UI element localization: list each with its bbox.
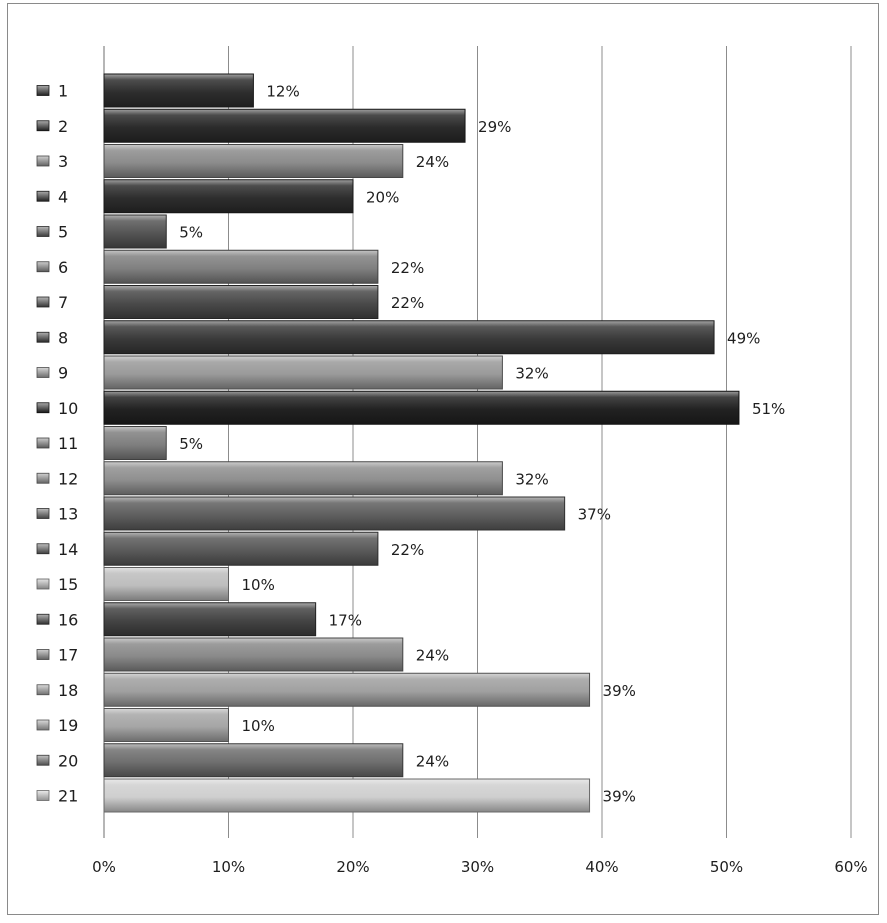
- value-label-8: 49%: [727, 329, 760, 347]
- bar-9: [103, 355, 503, 390]
- value-label-15: 10%: [242, 576, 275, 594]
- bar-11: [103, 426, 167, 460]
- legend-label-6: 6: [58, 258, 68, 277]
- legend-swatch-4: [36, 190, 50, 202]
- legend-label-7: 7: [58, 293, 68, 312]
- value-label-16: 17%: [329, 611, 362, 629]
- bar-16: [103, 602, 317, 637]
- legend-label-5: 5: [58, 223, 68, 242]
- legend-label-1: 1: [58, 82, 68, 101]
- legend-swatch-9: [36, 367, 50, 378]
- bar-10: [103, 390, 740, 425]
- legend-label-20: 20: [58, 751, 78, 770]
- x-tick-label: 30%: [461, 858, 494, 876]
- bar-18: [103, 672, 591, 707]
- bar-4: [103, 179, 354, 214]
- value-label-3: 24%: [416, 153, 449, 171]
- legend-label-4: 4: [58, 187, 68, 206]
- bar-14: [103, 531, 379, 566]
- value-label-20: 24%: [416, 752, 449, 770]
- legend-swatch-17: [36, 649, 50, 660]
- bar-1: [103, 73, 254, 108]
- legend-label-2: 2: [58, 117, 68, 136]
- legend-label-12: 12: [58, 469, 78, 488]
- value-label-6: 22%: [391, 259, 424, 277]
- value-label-5: 5%: [179, 224, 203, 242]
- legend-swatch-11: [36, 437, 50, 449]
- x-tick-label: 50%: [710, 858, 743, 876]
- legend-label-11: 11: [58, 434, 78, 453]
- x-axis-ticks: 0% 10% 20% 30% 40% 50% 60%: [92, 858, 868, 876]
- bar-12: [103, 461, 503, 496]
- bar-13: [103, 496, 566, 531]
- legend-label-19: 19: [58, 716, 78, 735]
- bar-2: [103, 108, 466, 143]
- bar-21: [103, 778, 591, 813]
- bar-7: [103, 285, 379, 319]
- value-label-18: 39%: [603, 682, 636, 700]
- legend-swatch-14: [36, 543, 50, 555]
- x-tick-label: 20%: [336, 858, 369, 876]
- legend-label-3: 3: [58, 152, 68, 171]
- bar-19: [103, 708, 229, 742]
- legend-swatch-5: [36, 226, 50, 237]
- legend-label-8: 8: [58, 328, 68, 347]
- value-label-17: 24%: [416, 647, 449, 665]
- legend-swatch-16: [36, 613, 50, 625]
- bar-15: [103, 567, 229, 601]
- legend-label-15: 15: [58, 575, 78, 594]
- x-tick-label: 40%: [585, 858, 618, 876]
- legend-label-9: 9: [58, 364, 68, 383]
- bar-3: [103, 144, 404, 178]
- value-label-1: 12%: [266, 83, 299, 101]
- bar-5: [103, 214, 167, 249]
- legend-swatch-3: [36, 155, 50, 167]
- value-label-4: 20%: [366, 188, 399, 206]
- bar-17: [103, 637, 404, 672]
- bar-chart: 12%29%24%20%5%22%22%49%32%51%5%32%37%22%…: [36, 46, 868, 876]
- legend-swatch-12: [36, 472, 50, 484]
- legend-label-10: 10: [58, 399, 78, 418]
- legend-swatch-19: [36, 719, 50, 731]
- value-label-7: 22%: [391, 294, 424, 312]
- legend-swatch-8: [36, 331, 50, 343]
- legend-swatch-15: [36, 578, 50, 590]
- value-label-10: 51%: [752, 400, 785, 418]
- legend-label-14: 14: [58, 540, 78, 559]
- bar-20: [103, 743, 404, 778]
- value-label-14: 22%: [391, 541, 424, 559]
- legend-swatch-2: [36, 120, 50, 132]
- legend-label-18: 18: [58, 681, 78, 700]
- legend-swatch-20: [36, 754, 50, 766]
- value-label-13: 37%: [578, 506, 611, 524]
- legend-label-13: 13: [58, 505, 78, 524]
- x-tick-label: 10%: [212, 858, 245, 876]
- legend-swatch-6: [36, 261, 50, 273]
- legend-swatch-18: [36, 684, 50, 696]
- legend-swatch-1: [36, 85, 50, 96]
- legend-label-16: 16: [58, 610, 78, 629]
- value-label-19: 10%: [242, 717, 275, 735]
- x-tick-label: 60%: [834, 858, 867, 876]
- value-label-12: 32%: [515, 470, 548, 488]
- legend-label-21: 21: [58, 787, 78, 806]
- value-label-21: 39%: [603, 788, 636, 806]
- value-label-2: 29%: [478, 118, 511, 136]
- legend-swatch-21: [36, 790, 50, 801]
- bar-6: [103, 249, 379, 284]
- legend-swatch-13: [36, 508, 50, 519]
- value-label-11: 5%: [179, 435, 203, 453]
- value-labels: 12% 29% 24% 20% 5% 22% 22% 49% 32% 51% 5% 32% 37% 22%…: [179, 83, 785, 806]
- legend-label-17: 17: [58, 646, 78, 665]
- chart-frame: 12% 29% 24% 20% 5% 22% 22% 49% 32% 51% 5% 32% 37% 22%…: [7, 3, 879, 915]
- bars: [103, 73, 740, 813]
- value-label-9: 32%: [515, 365, 548, 383]
- x-tick-label: 0%: [92, 858, 116, 876]
- legend-swatch-7: [36, 296, 50, 308]
- bar-8: [103, 320, 715, 355]
- legend-swatch-10: [36, 402, 50, 414]
